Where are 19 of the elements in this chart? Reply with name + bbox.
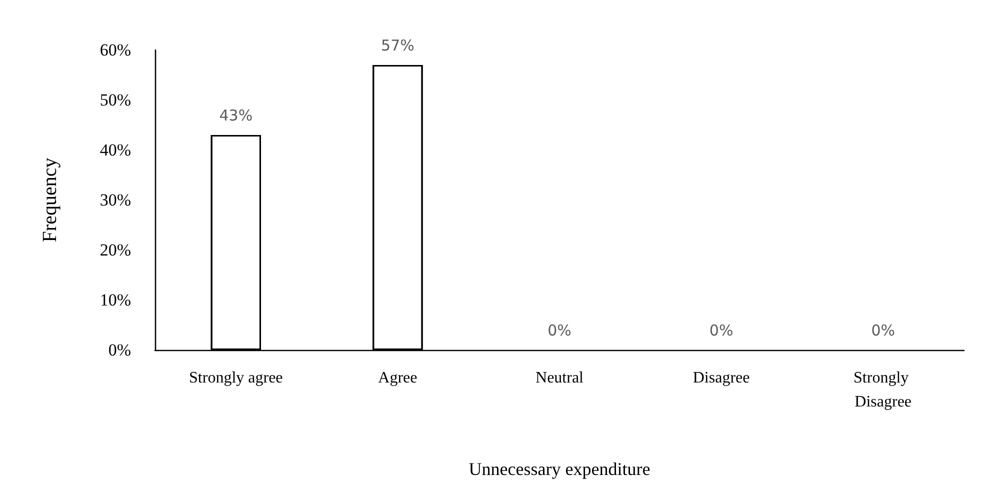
y-axis-title: Frequency [39,158,61,242]
y-tick-label: 60% [100,40,131,60]
y-tick-label: 10% [100,290,131,310]
x-tick-label: Neutral [536,370,584,386]
x-tick-label: Strongly Disagree [854,370,913,410]
x-tick-label: Strongly agree [189,370,283,386]
y-tick-label: 50% [100,90,131,110]
x-tick-label: Disagree [692,370,750,386]
data-label: 0% [871,322,895,340]
data-label: 43% [219,106,253,124]
data-label: 57% [381,36,414,54]
data-label: 0% [548,322,572,340]
data-label: 0% [709,322,734,340]
y-tick-label: 40% [100,140,131,160]
y-tick-label: 30% [100,190,131,210]
y-tick-label: 20% [100,240,131,260]
x-tick-label: Agree [378,370,418,386]
x-axis-title: Unnecessary expenditure [468,459,650,479]
y-tick-label: 0% [108,340,131,360]
